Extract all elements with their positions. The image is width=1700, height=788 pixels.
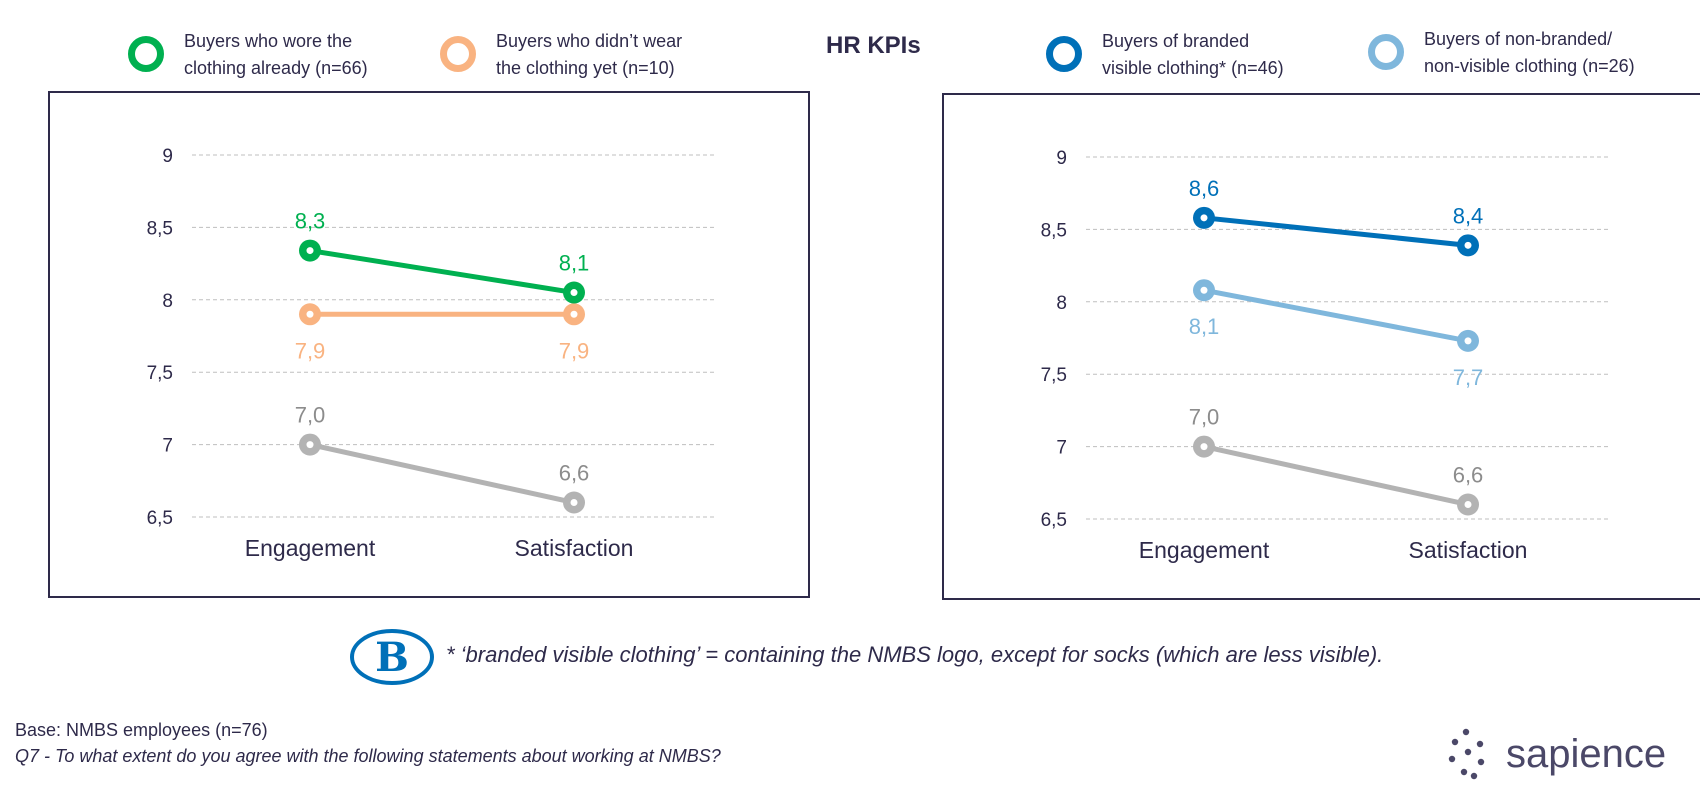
right-data-point-center <box>1200 286 1208 294</box>
right-series-line <box>1203 215 1469 248</box>
right-data-point-center <box>1464 337 1472 345</box>
legend-item-branded: Buyers of branded visible clothing* (n=4… <box>1046 28 1284 82</box>
right-data-label: 8,6 <box>1189 176 1220 201</box>
legend-marker-wore <box>128 36 164 72</box>
page-title: HR KPIs <box>826 32 921 59</box>
left-data-label: 8,3 <box>295 209 326 234</box>
left-data-label: 8,1 <box>559 251 590 276</box>
left-series-line <box>309 248 575 296</box>
nmbs-logo: B <box>350 629 434 685</box>
sapience-wordmark: sapience <box>1506 732 1667 776</box>
sapience-logo: sapience <box>1446 728 1666 780</box>
left-data-point-center <box>570 310 578 318</box>
left-data-label: 7,9 <box>295 338 326 363</box>
left-data-label: 7,0 <box>295 403 326 428</box>
right-y-tick-label: 9 <box>1056 148 1067 169</box>
left-y-tick-label: 7 <box>162 436 173 457</box>
legend-label-branded: Buyers of branded visible clothing* (n=4… <box>1102 31 1284 78</box>
left-data-point-center <box>306 441 314 449</box>
right-data-point-center <box>1464 241 1472 249</box>
right-y-tick-label: 8,5 <box>1041 220 1067 241</box>
left-data-label: 7,9 <box>559 338 590 363</box>
legend-label-non-branded: Buyers of non-branded/ non-visible cloth… <box>1424 29 1635 76</box>
nmbs-logo-letter: B <box>375 634 409 681</box>
right-series-line <box>1203 287 1469 344</box>
right-y-tick-label: 7 <box>1056 438 1067 459</box>
right-data-point-center <box>1200 443 1208 451</box>
right-x-category-label: Engagement <box>1139 537 1270 563</box>
right-data-point-center <box>1200 214 1208 222</box>
right-y-tick-label: 6,5 <box>1041 510 1067 531</box>
right-y-tick-label: 8 <box>1056 293 1067 314</box>
left-data-point-center <box>570 289 578 297</box>
chart-right: 6,5 7 7,5 8 8,5 9 Engagement Satisfaction 7,0 6,6… <box>1041 148 1610 563</box>
right-data-label: 7,0 <box>1189 405 1220 430</box>
legend-item-not-worn: Buyers who didn’t wear the clothing yet … <box>440 28 682 82</box>
chart-left: 6,5 7 7,5 8 8,5 9 Engagement Satisfaction 7,0 6,6… <box>147 146 716 561</box>
legend-item-non-branded: Buyers of non-branded/ non-visible cloth… <box>1368 26 1635 80</box>
left-y-tick-label: 8 <box>162 291 173 312</box>
left-data-point-center <box>570 499 578 507</box>
right-data-point-center <box>1464 501 1472 509</box>
left-y-tick-label: 9 <box>162 146 173 167</box>
right-series-line <box>1203 444 1469 507</box>
left-x-category-label: Satisfaction <box>515 535 634 561</box>
right-y-tick-label: 7,5 <box>1041 365 1067 386</box>
chart-panel-right: 6,5 7 7,5 8 8,5 9 Engagement Satisfaction 7,0 6,6… <box>942 93 1700 600</box>
left-series-line <box>309 442 575 505</box>
left-y-tick-label: 8,5 <box>147 218 173 239</box>
legend-label-not-worn: Buyers who didn’t wear the clothing yet … <box>496 31 683 78</box>
right-data-label: 6,6 <box>1453 463 1484 488</box>
left-x-category-label: Engagement <box>245 535 376 561</box>
left-data-point-center <box>306 310 314 318</box>
right-data-label: 8,4 <box>1453 203 1484 228</box>
chart-panel-left: 6,5 7 7,5 8 8,5 9 Engagement Satisfaction 7,0 6,6… <box>48 91 810 598</box>
left-y-tick-label: 6,5 <box>147 508 173 529</box>
legend-item-wore: Buyers who wore the clothing already (n=… <box>128 28 368 82</box>
left-data-label: 6,6 <box>559 461 590 486</box>
right-data-label: 7,7 <box>1453 365 1484 390</box>
base-note: Base: NMBS employees (n=76) <box>15 720 268 740</box>
legend-marker-non-branded <box>1368 34 1404 70</box>
legend-marker-branded <box>1046 36 1082 72</box>
legend-label-wore: Buyers who wore the clothing already (n=… <box>184 31 368 78</box>
left-y-tick-label: 7,5 <box>147 363 173 384</box>
legend-marker-not-worn <box>440 36 476 72</box>
right-x-category-label: Satisfaction <box>1409 537 1528 563</box>
question-note: Q7 - To what extent do you agree with th… <box>15 746 721 766</box>
sapience-dots-icon <box>1448 728 1485 780</box>
right-data-label: 8,1 <box>1189 314 1220 339</box>
left-data-point-center <box>306 247 314 255</box>
footnote: * ‘branded visible clothing’ = containin… <box>446 642 1384 667</box>
